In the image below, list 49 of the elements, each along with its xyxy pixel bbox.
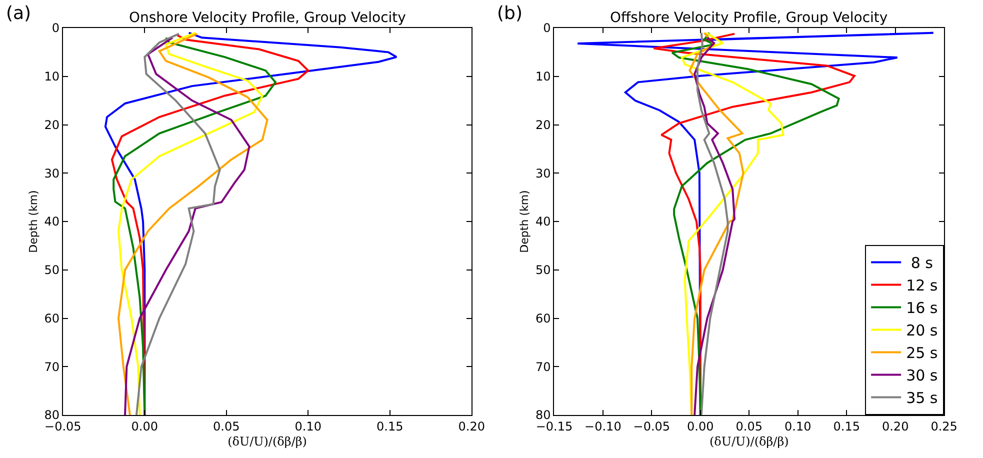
legend-label: 16 s <box>906 299 938 318</box>
legend-label: 20 s <box>906 322 938 340</box>
y-tick-label: 70 <box>44 360 60 374</box>
y-tick-label: 20 <box>44 118 60 132</box>
y-tick-label: 20 <box>536 118 551 132</box>
line-series <box>696 32 729 415</box>
y-tick-label: 50 <box>44 263 60 278</box>
y-tick-label: 40 <box>536 214 551 229</box>
y-tick-label: 60 <box>536 311 551 326</box>
line-series <box>688 32 744 415</box>
x-tick-label: 0.05 <box>213 419 240 434</box>
y-tick-label: 30 <box>44 166 60 180</box>
x-tick-label: −0.10 <box>584 419 622 434</box>
x-tick-label: 0.00 <box>687 419 714 434</box>
x-axis-title: (δU/U)/(δβ/β) <box>228 434 307 448</box>
y-axis-title: Depth (km) <box>26 190 40 253</box>
y-tick-label: 70 <box>536 360 551 374</box>
legend-label: 12 s <box>906 276 938 295</box>
line-series <box>135 32 221 415</box>
chart-title: Onshore Velocity Profile, Group Velocity <box>129 10 406 26</box>
line-series <box>694 36 736 415</box>
y-tick-label: 60 <box>44 311 60 326</box>
x-tick-label: 0.10 <box>294 419 322 434</box>
x-tick-label: 0.20 <box>882 419 909 434</box>
y-tick-label: 0 <box>543 21 551 36</box>
x-tick-label: 0.15 <box>376 419 404 434</box>
x-tick-label: −0.05 <box>633 419 670 434</box>
legend-label: 35 s <box>906 389 938 408</box>
x-axis-title: (δU/U)/(δβ/β) <box>709 434 789 448</box>
text: (a) <box>6 3 32 24</box>
x-tick-label: 0.20 <box>458 419 486 434</box>
x-tick-label: 0.15 <box>833 419 860 434</box>
x-tick-label: 0.00 <box>131 419 158 434</box>
y-tick-label: 10 <box>44 70 60 84</box>
legend-label: 25 s <box>906 344 938 362</box>
y-tick-label: 10 <box>536 70 551 84</box>
legend-label: 30 s <box>906 366 938 385</box>
x-tick-label: 0.25 <box>930 419 958 434</box>
y-tick-label: 30 <box>536 166 551 180</box>
chart-title: Offshore Velocity Profile, Group Velocity <box>610 10 888 26</box>
y-tick-label: 40 <box>44 214 60 229</box>
x-tick-label: 0.05 <box>736 419 762 434</box>
y-tick-label: 50 <box>536 263 551 278</box>
line-series <box>671 32 840 415</box>
y-axis-title: Depth (km) <box>518 190 532 253</box>
y-tick-label: 0 <box>52 21 60 36</box>
x-tick-label: 0.10 <box>784 419 812 434</box>
legend-label: 8 s <box>906 254 934 272</box>
text: (b) <box>497 3 522 24</box>
